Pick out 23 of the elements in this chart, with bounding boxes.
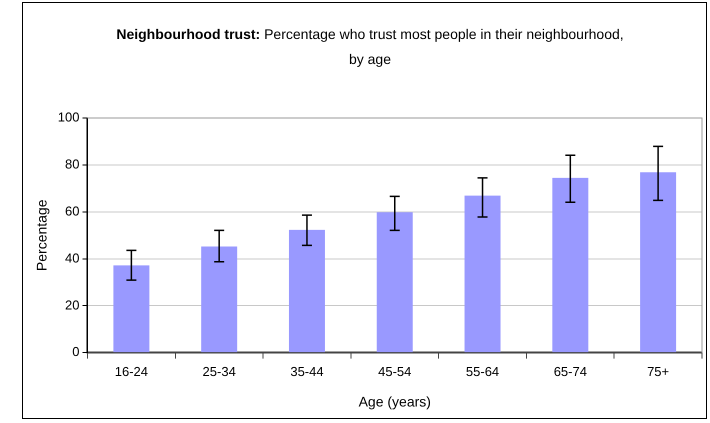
bar	[376, 212, 413, 352]
y-tick-label: 40	[65, 250, 80, 266]
bar	[288, 230, 325, 352]
y-tick-label: 0	[72, 344, 80, 360]
x-tick-label: 75+	[647, 364, 670, 379]
y-tick-label: 60	[65, 203, 80, 218]
x-tick-label: 45-54	[378, 364, 412, 379]
x-axis-title: Age (years)	[358, 393, 431, 410]
x-tick-label: 65-74	[554, 364, 587, 379]
bar	[640, 172, 676, 352]
x-tick-label: 25-34	[202, 364, 236, 379]
bar	[113, 265, 150, 352]
chart-title: Neighbourhood trust: Percentage who trust most people in their neighbourhood, by age	[115, 25, 625, 69]
bar	[552, 178, 588, 352]
y-tick-label: 20	[65, 297, 80, 312]
y-axis-title: Percentage	[33, 199, 50, 272]
x-tick-label: 35-44	[290, 364, 324, 379]
y-tick-label: 80	[65, 156, 80, 172]
x-tick-label: 55-64	[466, 364, 500, 379]
bar	[464, 196, 501, 352]
x-tick-label: 16-24	[114, 364, 148, 379]
bar	[201, 246, 238, 352]
y-tick-label: 100	[58, 110, 80, 125]
